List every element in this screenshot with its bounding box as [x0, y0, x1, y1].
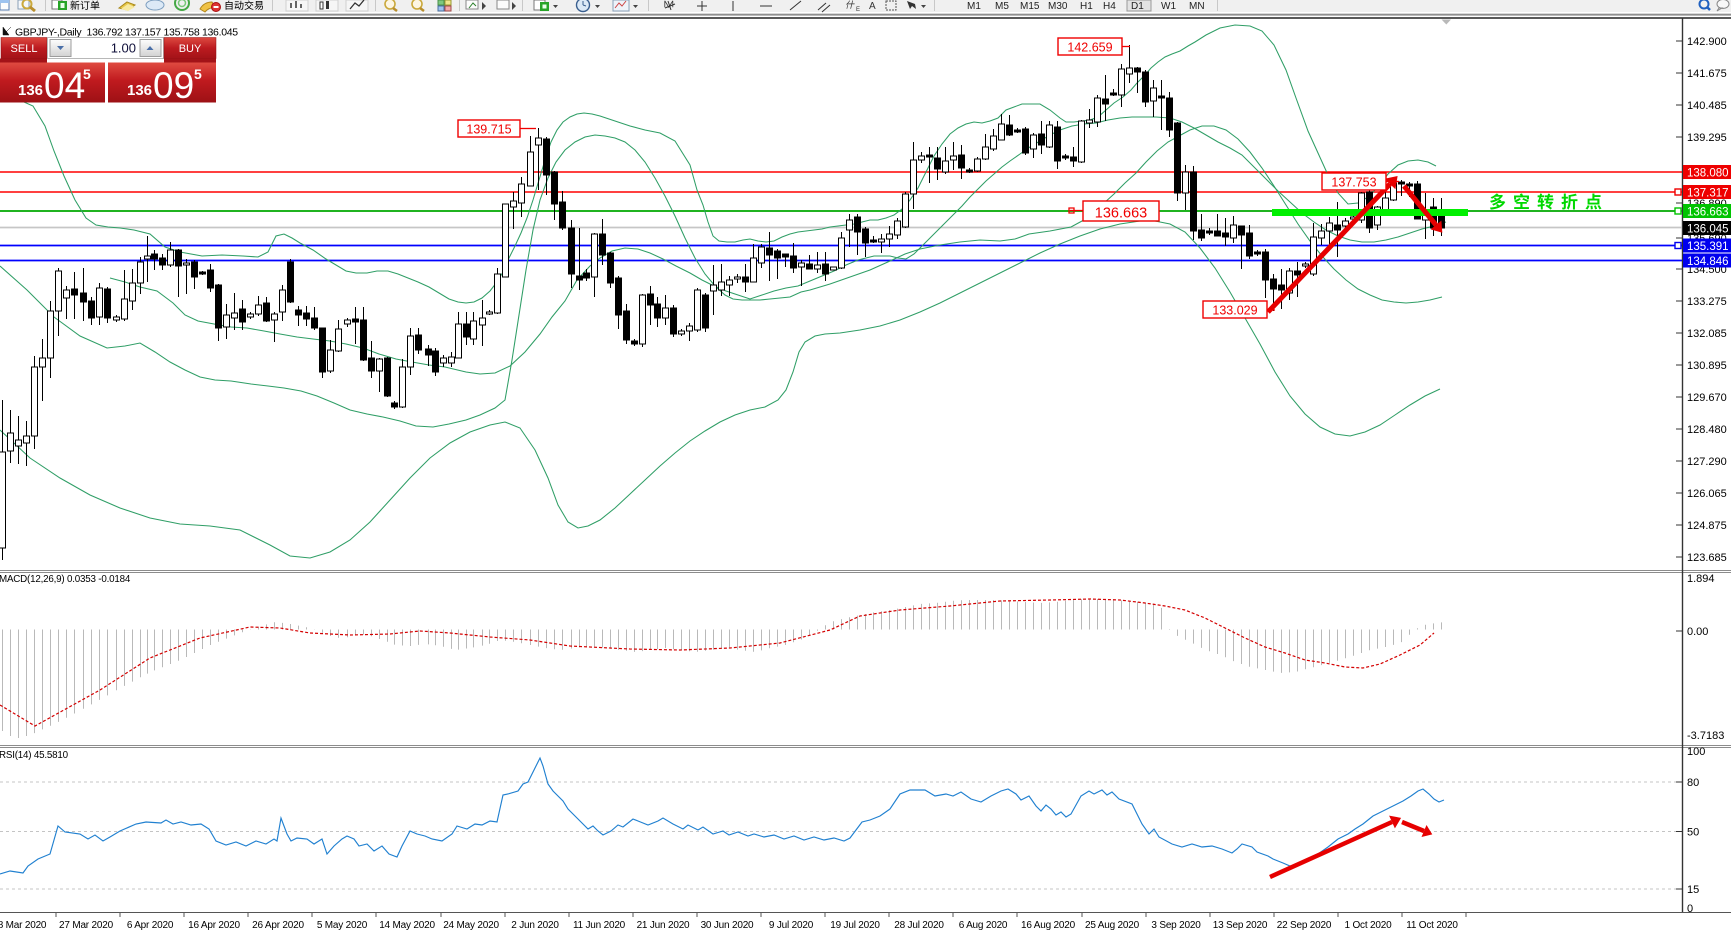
svg-text:137.317: 137.317 [1687, 188, 1729, 200]
svg-text:139.715: 139.715 [466, 123, 511, 137]
svg-text:30 Jun 2020: 30 Jun 2020 [701, 920, 754, 931]
svg-text:1.00: 1.00 [111, 41, 136, 56]
svg-text:BUY: BUY [179, 43, 202, 55]
svg-text:-3.7183: -3.7183 [1687, 730, 1724, 742]
svg-text:SELL: SELL [11, 43, 38, 55]
svg-text:14 May 2020: 14 May 2020 [379, 920, 435, 931]
svg-text:3 Sep 2020: 3 Sep 2020 [1151, 920, 1201, 931]
svg-text:5 May 2020: 5 May 2020 [317, 920, 368, 931]
svg-text:1 Oct 2020: 1 Oct 2020 [1345, 920, 1393, 931]
svg-text:15: 15 [1687, 884, 1699, 896]
svg-text:140.485: 140.485 [1687, 100, 1727, 112]
svg-text:E: E [856, 7, 860, 13]
svg-text:80: 80 [1687, 777, 1699, 789]
svg-text:139.295: 139.295 [1687, 132, 1727, 144]
svg-text:19 Jul 2020: 19 Jul 2020 [830, 920, 880, 931]
svg-text:1.894: 1.894 [1687, 573, 1715, 585]
svg-text:6 Apr 2020: 6 Apr 2020 [127, 920, 174, 931]
svg-text:124.875: 124.875 [1687, 520, 1727, 532]
svg-text:0: 0 [1687, 903, 1693, 915]
svg-text:21 Jun 2020: 21 Jun 2020 [637, 920, 690, 931]
svg-text:D1: D1 [1131, 1, 1144, 12]
svg-text:138.080: 138.080 [1687, 168, 1729, 180]
svg-text:123.685: 123.685 [1687, 552, 1727, 564]
svg-text:RSI(14) 45.5810: RSI(14) 45.5810 [0, 750, 69, 761]
svg-text:GBPJPY-,Daily 136.792 137.157: GBPJPY-,Daily 136.792 137.157 135.758 13… [15, 27, 238, 39]
svg-text:9 Jul 2020: 9 Jul 2020 [769, 920, 814, 931]
svg-text:27 Mar 2020: 27 Mar 2020 [59, 920, 114, 931]
svg-text:M5: M5 [995, 1, 1009, 12]
svg-text:13 Sep 2020: 13 Sep 2020 [1213, 920, 1268, 931]
svg-text:什: 什 [845, 0, 855, 10]
svg-text:133.275: 133.275 [1687, 296, 1727, 308]
svg-text:26 Apr 2020: 26 Apr 2020 [252, 920, 304, 931]
svg-text:142.900: 142.900 [1687, 36, 1727, 48]
svg-text:136.663: 136.663 [1095, 206, 1147, 222]
svg-text:2 Jun 2020: 2 Jun 2020 [511, 920, 559, 931]
svg-text:128.480: 128.480 [1687, 424, 1727, 436]
svg-text:6 Aug 2020: 6 Aug 2020 [959, 920, 1008, 931]
svg-text:W1: W1 [1161, 1, 1176, 12]
svg-text:127.290: 127.290 [1687, 456, 1727, 468]
svg-text:136: 136 [127, 82, 152, 99]
svg-text:M1: M1 [967, 1, 981, 12]
svg-text:129.670: 129.670 [1687, 392, 1727, 404]
svg-text:132.085: 132.085 [1687, 328, 1727, 340]
svg-text:16 Apr 2020: 16 Apr 2020 [188, 920, 240, 931]
svg-text:100: 100 [1687, 746, 1705, 758]
svg-text:M30: M30 [1048, 1, 1068, 12]
svg-text:H4: H4 [1103, 1, 1116, 12]
svg-text:28 Jul 2020: 28 Jul 2020 [894, 920, 944, 931]
svg-text:136.045: 136.045 [1687, 224, 1729, 236]
svg-text:16 Aug 2020: 16 Aug 2020 [1021, 920, 1076, 931]
svg-text:130.895: 130.895 [1687, 360, 1727, 372]
svg-text:136: 136 [18, 82, 43, 99]
svg-text:0.00: 0.00 [1687, 626, 1708, 638]
svg-text:25 Aug 2020: 25 Aug 2020 [1085, 920, 1140, 931]
svg-text:5: 5 [83, 66, 91, 82]
svg-text:M15: M15 [1020, 1, 1040, 12]
svg-text:24 May 2020: 24 May 2020 [443, 920, 499, 931]
svg-text:133.029: 133.029 [1212, 304, 1257, 318]
svg-text:5: 5 [194, 66, 202, 82]
svg-text:09: 09 [153, 65, 194, 106]
svg-text:136.663: 136.663 [1687, 207, 1729, 219]
svg-text:A: A [869, 1, 876, 12]
svg-text:141.675: 141.675 [1687, 68, 1727, 80]
svg-text:MN: MN [1189, 1, 1205, 12]
svg-text:142.659: 142.659 [1067, 41, 1112, 55]
svg-text:126.065: 126.065 [1687, 488, 1727, 500]
svg-text:22 Sep 2020: 22 Sep 2020 [1277, 920, 1332, 931]
svg-text:11 Oct 2020: 11 Oct 2020 [1406, 920, 1458, 931]
svg-text:50: 50 [1687, 827, 1699, 839]
svg-text:135.391: 135.391 [1687, 241, 1729, 253]
svg-text:134.846: 134.846 [1687, 256, 1729, 268]
svg-text:137.753: 137.753 [1331, 176, 1376, 190]
svg-text:11 Jun 2020: 11 Jun 2020 [573, 920, 626, 931]
svg-text:8 Mar 2020: 8 Mar 2020 [0, 920, 47, 931]
svg-text:04: 04 [44, 65, 85, 106]
svg-text:H1: H1 [1080, 1, 1093, 12]
svg-text:MACD(12,26,9) 0.0353 -0.0184: MACD(12,26,9) 0.0353 -0.0184 [0, 574, 131, 585]
